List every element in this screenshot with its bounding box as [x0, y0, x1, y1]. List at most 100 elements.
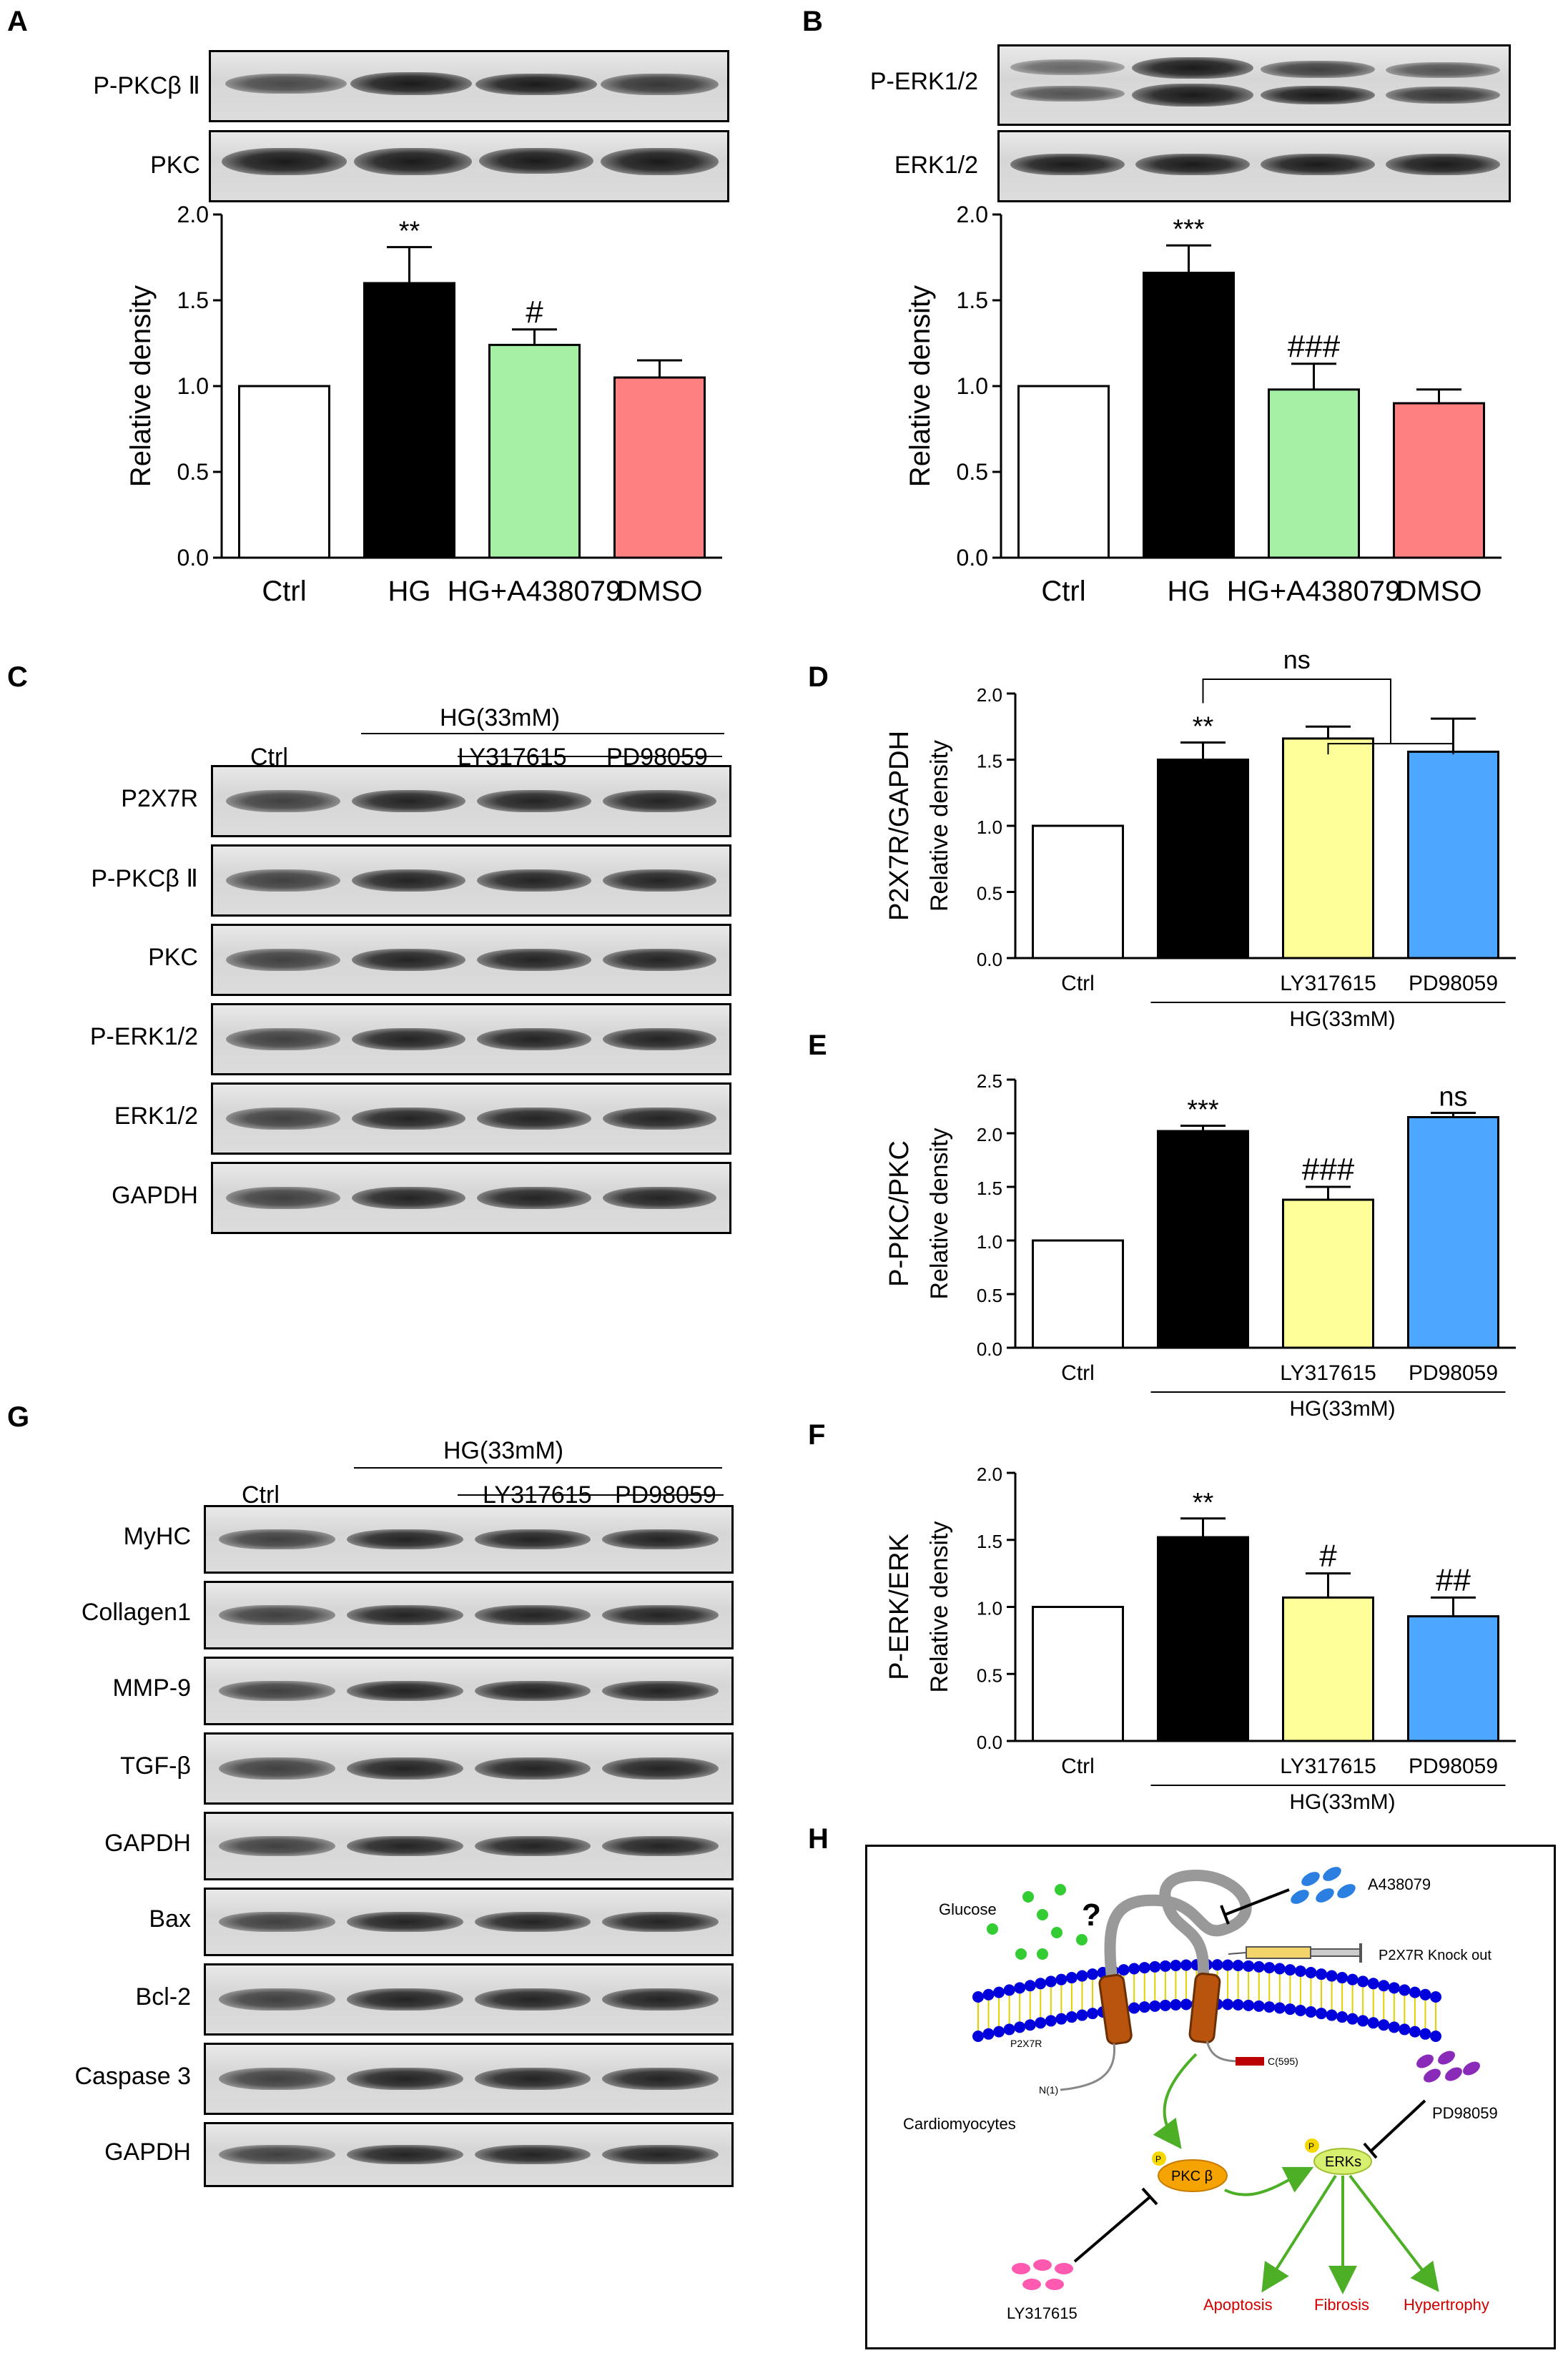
membrane-bead: [1388, 1982, 1400, 1994]
membrane-bead: [1419, 2028, 1431, 2040]
blot-label: PKC: [148, 943, 198, 971]
a438079-label: A438079: [1368, 1875, 1431, 1893]
y-axis-title: P-ERK/ERK: [884, 1534, 914, 1680]
phospho-badge: [1305, 2139, 1319, 2153]
y-tick-label: 1.0: [977, 817, 1002, 838]
x-tick-label: LY317615: [1280, 972, 1376, 995]
y-tick-label: 2.0: [177, 202, 209, 227]
membrane-bead: [1357, 2015, 1369, 2027]
x-tick-label: Ctrl: [262, 576, 306, 607]
y-axis-label: Relative density: [904, 285, 936, 487]
inhibit-bar: [1141, 2187, 1158, 2206]
membrane-bead: [1232, 1960, 1244, 1972]
membrane-bead: [1243, 1999, 1255, 2011]
membrane-bead: [993, 1986, 1005, 1998]
panel-label-f: F: [808, 1419, 826, 1451]
diagram-canvas: ? Glucose A438079 P2X7R Knock out P2X7R …: [903, 1867, 1498, 2322]
membrane-bead: [1170, 1999, 1182, 2011]
inhibit-line: [1370, 2099, 1426, 2152]
western-blot-a-2: [209, 130, 729, 202]
membrane-bead: [1035, 1978, 1047, 1990]
western-blot-row: [211, 1162, 731, 1234]
ly317615-molecules: [1012, 2259, 1073, 2290]
significance-marker: #: [526, 295, 543, 330]
western-blot-row: [211, 924, 731, 996]
membrane-bead: [1273, 2002, 1286, 2014]
membrane-bead: [1284, 2003, 1296, 2016]
glucose-dots: [987, 1884, 1088, 1960]
western-blot-row: [204, 1812, 734, 1880]
membrane-bead: [1065, 1972, 1078, 1984]
pd98059-molecules: [1416, 2051, 1480, 2083]
x-tick-label: Ctrl: [1041, 576, 1085, 607]
membrane-bead: [1419, 1988, 1431, 2001]
membrane-bead: [1273, 1963, 1286, 1975]
membrane-bead: [1128, 2002, 1140, 2014]
syringe-icon: [1228, 1943, 1362, 1963]
membrane-bead: [1294, 2004, 1306, 2016]
membrane-bead: [1336, 2011, 1348, 2023]
membrane-bead: [982, 2028, 995, 2040]
bar: [1282, 737, 1374, 960]
lane-label-pd: PD98059: [615, 1481, 716, 1509]
x-tick-label: HG: [1168, 576, 1210, 607]
membrane-bead: [1170, 1960, 1182, 1972]
x-tick-label: PD98059: [1409, 1755, 1498, 1778]
y-axis-label: Relative density: [125, 285, 157, 487]
significance-marker: **: [1193, 1488, 1214, 1518]
membrane-bead: [1253, 1960, 1265, 1973]
membrane-bead: [1378, 2019, 1390, 2031]
blot-label: P-PKCβ Ⅱ: [91, 864, 198, 892]
membrane-bead: [1305, 1966, 1317, 1978]
western-blot-row: [211, 765, 731, 837]
p2x7r-loop-2: [1162, 1902, 1209, 2011]
bar: [1157, 1536, 1249, 1742]
panel-label-g: G: [7, 1401, 30, 1433]
bar: [1407, 1116, 1499, 1349]
y-axis-label: Relative density: [926, 1521, 953, 1692]
group-line: [361, 733, 724, 734]
blot-label: P-PKCβ Ⅱ: [93, 72, 200, 99]
group-header: HG(33mM): [440, 704, 561, 731]
membrane-bead: [1024, 1980, 1036, 1992]
glucose-dot: [1076, 1934, 1088, 1945]
y-tick-label: 0.0: [177, 545, 209, 571]
western-blot-row: [204, 2043, 734, 2115]
question-mark: ?: [1082, 1898, 1101, 1933]
membrane-bead: [1045, 2015, 1057, 2027]
blot-label: GAPDH: [104, 1830, 191, 1857]
y-tick-label: 0.0: [977, 1338, 1002, 1360]
western-blot-row: [211, 844, 731, 917]
transmembrane-helix-2: [1188, 1972, 1221, 2044]
membrane-bead: [1014, 2021, 1026, 2033]
membrane-bead: [1409, 1986, 1421, 1998]
y-tick-label: 2.0: [977, 1464, 1002, 1485]
ns-label: ns: [1283, 645, 1311, 674]
membrane-bead: [1159, 1960, 1171, 1972]
significance-marker: ###: [1288, 329, 1341, 364]
n-terminal-tail: [1060, 2043, 1116, 2091]
y-tick-label: 0.0: [957, 545, 988, 571]
y-tick-label: 1.5: [977, 1178, 1002, 1199]
membrane-bead: [1316, 1968, 1327, 1980]
ns-bracket-sub: [1327, 743, 1454, 755]
y-tick-label: 0.5: [977, 1664, 1002, 1686]
membrane-bead: [1430, 1991, 1441, 2003]
membrane-bead: [1284, 1964, 1296, 1976]
erks-label: ERKs: [1325, 2154, 1361, 2170]
membrane-bead: [1409, 2026, 1421, 2038]
western-blot-row: [204, 2122, 734, 2187]
y-tick-label: 0.0: [977, 1732, 1002, 1753]
bar: [238, 385, 330, 559]
blot-label: MMP-9: [112, 1674, 191, 1702]
inhibit-bar: [1220, 1905, 1230, 1925]
membrane-bead: [972, 2031, 984, 2042]
membrane-bead: [1263, 1962, 1276, 1974]
transmembrane-helix-1: [1098, 1973, 1133, 2046]
western-blot-row: [204, 1505, 734, 1574]
membrane-bead: [1367, 1978, 1379, 1990]
bar: [1032, 824, 1124, 960]
pd98059-label: PD98059: [1432, 2104, 1498, 2122]
membrane-bead: [1138, 2001, 1150, 2013]
membrane-bead: [1430, 2031, 1441, 2042]
